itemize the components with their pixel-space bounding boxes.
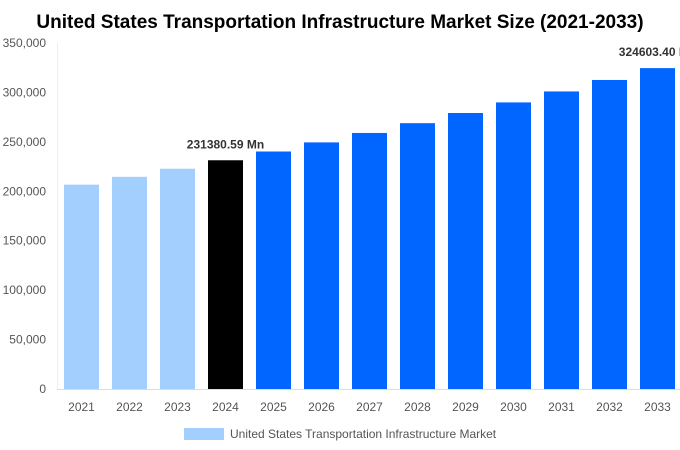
bars (64, 68, 675, 390)
bar-2030[interactable] (496, 102, 531, 389)
bar-2025[interactable] (256, 151, 291, 389)
x-tick-label: 2033 (644, 400, 671, 414)
legend[interactable]: United States Transportation Infrastruct… (184, 427, 497, 441)
data-label: 324603.40 Mn (619, 45, 680, 59)
x-tick-label: 2030 (500, 400, 527, 414)
legend-swatch (184, 428, 224, 440)
y-tick-label: 250,000 (3, 135, 47, 149)
bar-2029[interactable] (448, 112, 483, 390)
bar-2021[interactable] (64, 184, 99, 389)
x-tick-label: 2023 (164, 400, 191, 414)
x-tick-label: 2026 (308, 400, 335, 414)
x-tick-label: 2021 (68, 400, 95, 414)
bar-2028[interactable] (400, 123, 435, 389)
bar-2032[interactable] (592, 79, 627, 390)
bar-2027[interactable] (352, 132, 387, 389)
y-tick-label: 50,000 (9, 333, 46, 347)
y-tick-label: 350,000 (3, 36, 47, 50)
x-tick-label: 2028 (404, 400, 431, 414)
y-axis: 0 50,000 100,000 150,000 200,000 250,000 300,0… (3, 36, 47, 396)
data-label: 231380.59 Mn (187, 137, 264, 151)
y-tick-label: 150,000 (3, 234, 47, 248)
bar-2022[interactable] (112, 176, 147, 389)
y-tick-label: 100,000 (3, 283, 47, 297)
x-tick-label: 2027 (356, 400, 383, 414)
bar-2033[interactable] (640, 68, 675, 389)
y-tick-label: 0 (39, 382, 46, 396)
bar-2023[interactable] (160, 168, 195, 389)
y-tick-label: 300,000 (3, 85, 47, 99)
bar-2024[interactable] (208, 160, 243, 389)
x-axis: 2021 2022 2023 2024 2025 2026 2027 2028 2029 2030… (68, 400, 671, 414)
bar-2031[interactable] (544, 91, 579, 389)
x-tick-label: 2031 (548, 400, 575, 414)
x-tick-label: 2022 (116, 400, 143, 414)
y-tick-label: 200,000 (3, 184, 47, 198)
bar-2026[interactable] (304, 142, 339, 389)
chart-title: United States Transportation Infrastruct… (36, 12, 643, 33)
x-tick-label: 2024 (212, 400, 239, 414)
x-tick-label: 2029 (452, 400, 479, 414)
legend-label: United States Transportation Infrastruct… (230, 427, 497, 441)
x-tick-label: 2025 (260, 400, 287, 414)
x-tick-label: 2032 (596, 400, 623, 414)
data-labels: 231380.59 Mn 324603.40 Mn (187, 45, 680, 151)
